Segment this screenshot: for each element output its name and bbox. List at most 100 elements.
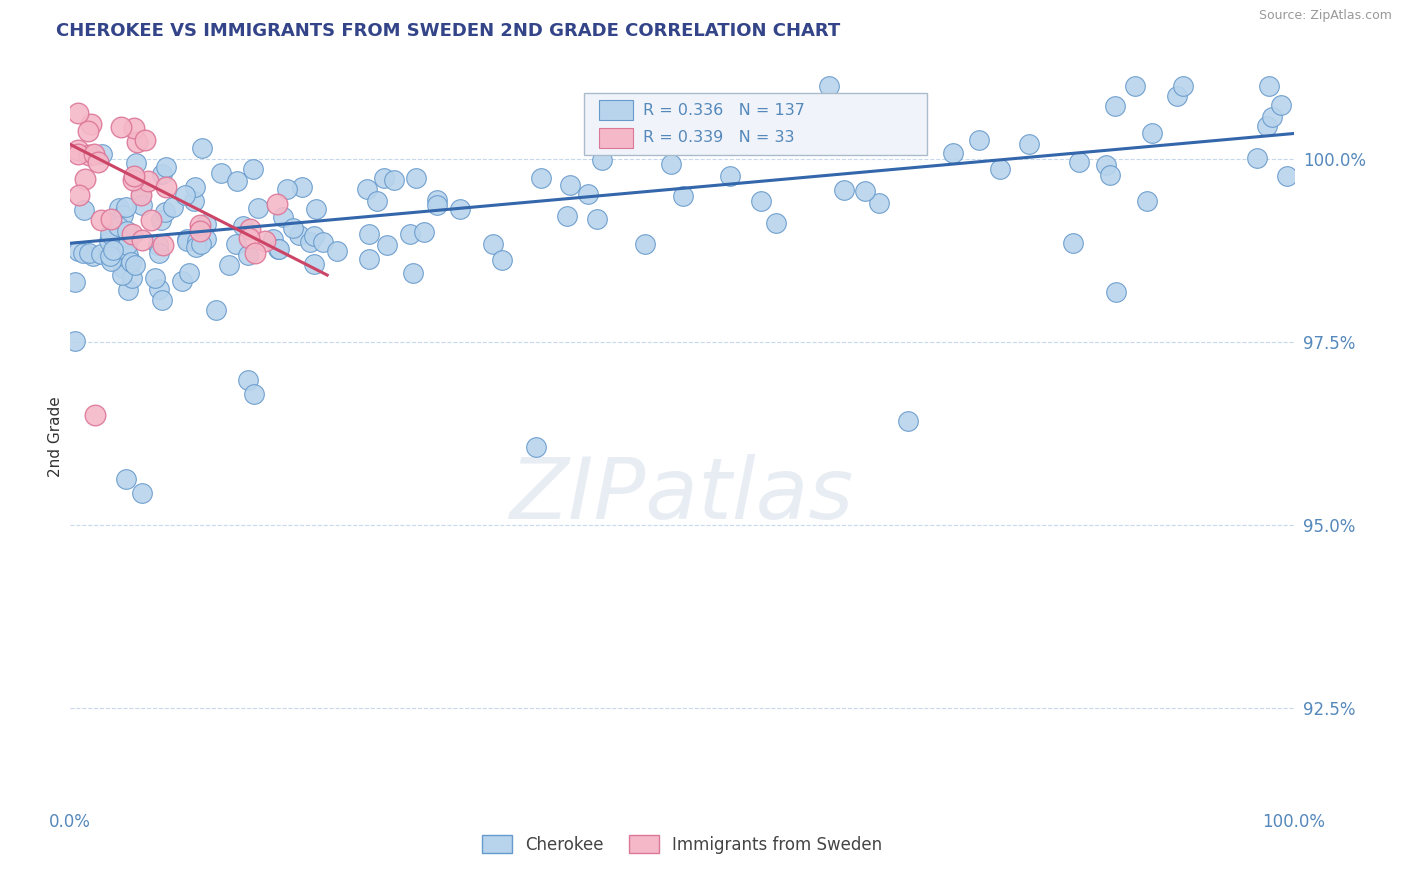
Point bbox=[125, 135, 148, 149]
Point bbox=[131, 198, 153, 212]
Point bbox=[188, 224, 211, 238]
Point bbox=[239, 222, 262, 236]
Point bbox=[266, 196, 288, 211]
Point bbox=[75, 171, 97, 186]
Point bbox=[121, 270, 143, 285]
Point bbox=[117, 247, 139, 261]
Point bbox=[1018, 136, 1040, 151]
Point bbox=[98, 235, 121, 249]
Point bbox=[107, 219, 129, 234]
Bar bbox=[599, 100, 633, 120]
Point bbox=[246, 201, 269, 215]
Point bbox=[312, 235, 335, 250]
Point bbox=[357, 227, 380, 241]
Point bbox=[586, 212, 609, 227]
Point bbox=[225, 174, 247, 188]
Point bbox=[121, 173, 143, 187]
Point bbox=[121, 227, 143, 242]
Point bbox=[87, 155, 110, 169]
Point bbox=[576, 186, 599, 201]
Point bbox=[67, 187, 90, 202]
Point bbox=[67, 147, 90, 161]
Point bbox=[225, 237, 247, 252]
Point bbox=[384, 173, 406, 187]
Point bbox=[287, 228, 309, 243]
Point bbox=[63, 334, 86, 348]
Point bbox=[302, 229, 325, 244]
Point bbox=[262, 232, 284, 246]
Point bbox=[373, 171, 395, 186]
Point bbox=[122, 169, 145, 183]
Point bbox=[1105, 285, 1128, 299]
Point bbox=[1142, 127, 1164, 141]
Point bbox=[120, 255, 142, 269]
Point bbox=[1256, 119, 1278, 133]
Point bbox=[865, 123, 887, 137]
Text: CHEROKEE VS IMMIGRANTS FROM SWEDEN 2ND GRADE CORRELATION CHART: CHEROKEE VS IMMIGRANTS FROM SWEDEN 2ND G… bbox=[56, 22, 841, 40]
Point bbox=[1136, 194, 1159, 208]
Point bbox=[80, 117, 103, 131]
Point bbox=[1166, 89, 1188, 103]
Point bbox=[1062, 235, 1084, 250]
Point bbox=[176, 232, 198, 246]
Text: ZIPatlas: ZIPatlas bbox=[510, 454, 853, 537]
Point bbox=[243, 387, 266, 401]
Point bbox=[82, 249, 104, 263]
Point bbox=[67, 244, 90, 259]
Point bbox=[170, 274, 193, 288]
Point bbox=[176, 235, 198, 249]
Point bbox=[83, 147, 105, 161]
Point bbox=[111, 268, 134, 282]
Point bbox=[481, 236, 503, 251]
Point bbox=[375, 237, 398, 252]
Point bbox=[302, 256, 325, 270]
Point bbox=[77, 246, 100, 260]
Point bbox=[183, 194, 205, 209]
Text: R = 0.339   N = 33: R = 0.339 N = 33 bbox=[643, 130, 794, 145]
Point bbox=[1270, 98, 1292, 112]
Point bbox=[209, 166, 232, 180]
Point bbox=[129, 188, 152, 202]
Point bbox=[111, 208, 134, 222]
Point bbox=[1123, 78, 1146, 93]
FancyBboxPatch shape bbox=[583, 94, 927, 155]
Point bbox=[162, 200, 184, 214]
Point bbox=[131, 234, 153, 248]
Point bbox=[83, 408, 105, 422]
Point bbox=[1104, 99, 1126, 113]
Point bbox=[832, 183, 855, 197]
Point bbox=[749, 194, 772, 208]
Y-axis label: 2nd Grade: 2nd Grade bbox=[48, 397, 63, 477]
Point bbox=[402, 266, 425, 280]
Point bbox=[117, 283, 139, 297]
Text: Source: ZipAtlas.com: Source: ZipAtlas.com bbox=[1258, 9, 1392, 22]
Point bbox=[184, 180, 207, 194]
Point bbox=[153, 205, 176, 219]
Point bbox=[558, 178, 581, 192]
Point bbox=[174, 188, 197, 202]
Point bbox=[245, 245, 267, 260]
Point bbox=[194, 232, 217, 246]
Point bbox=[191, 141, 214, 155]
Point bbox=[659, 157, 682, 171]
Point bbox=[111, 233, 134, 247]
Point bbox=[111, 261, 134, 276]
Point bbox=[236, 373, 259, 387]
Point bbox=[1246, 151, 1268, 165]
Point bbox=[125, 156, 148, 170]
Point bbox=[67, 144, 90, 158]
Point bbox=[305, 202, 328, 216]
Point bbox=[271, 210, 294, 224]
Point bbox=[412, 225, 434, 239]
Point bbox=[988, 161, 1011, 176]
Point bbox=[1173, 78, 1195, 93]
Point bbox=[524, 440, 547, 454]
Point bbox=[65, 275, 87, 289]
Point bbox=[817, 78, 839, 93]
Point bbox=[491, 253, 513, 268]
Point bbox=[98, 249, 121, 263]
Point bbox=[73, 202, 96, 217]
Point bbox=[253, 234, 276, 248]
Point bbox=[326, 244, 349, 258]
Point bbox=[855, 184, 877, 198]
